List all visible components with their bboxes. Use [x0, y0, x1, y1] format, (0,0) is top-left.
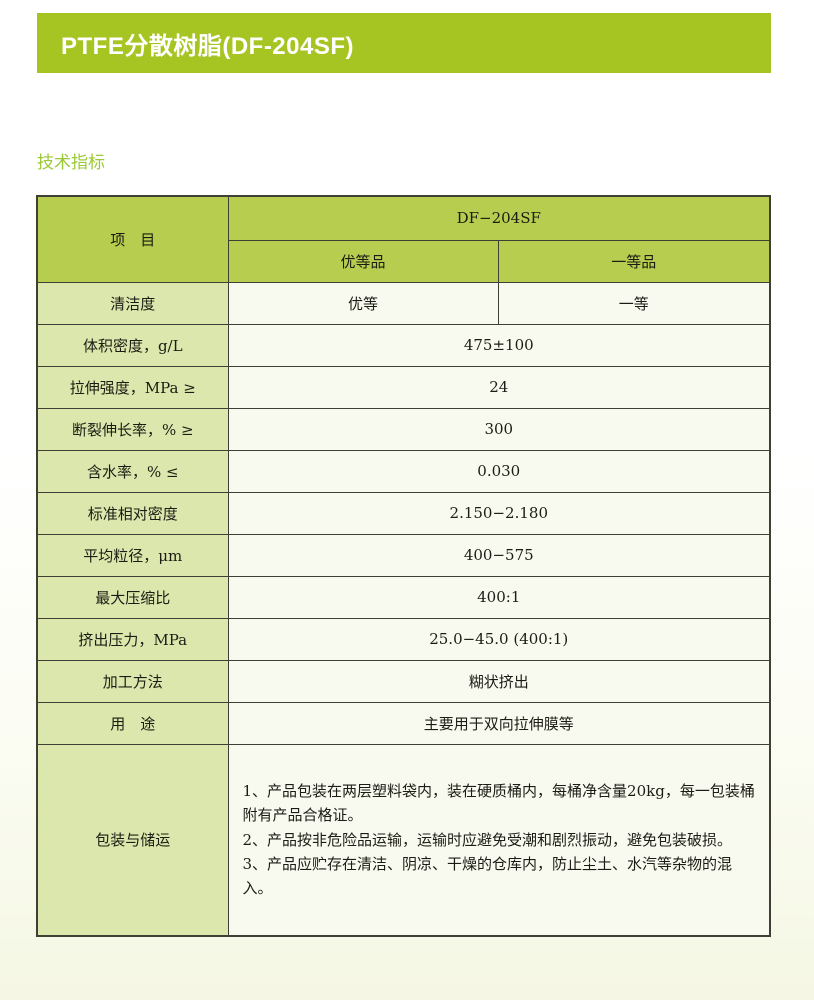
table-row-processing-method: 加工方法 糊状挤出 [36, 659, 771, 703]
table-row-max-compression-ratio: 最大压缩比 400:1 [36, 575, 771, 619]
table-row-extrusion-pressure: 挤出压力，MPa 25.0−45.0 (400:1) [36, 617, 771, 661]
spec-row-label: 清洁度 [36, 281, 229, 325]
spec-row-value: 2.150−2.180 [227, 491, 771, 535]
spec-row-value: 0.030 [227, 449, 771, 493]
spec-row-value-premium: 优等 [227, 281, 499, 325]
packing-line-3: 3、产品应贮存在清洁、阴凉、干燥的仓库内，防止尘土、水汽等杂物的混入。 [242, 854, 733, 898]
spec-row-label: 加工方法 [36, 659, 229, 703]
header-grade-premium: 优等品 [227, 239, 499, 283]
spec-row-value: 475±100 [227, 323, 771, 367]
packing-instructions: 1、产品包装在两层塑料袋内，装在硬质桶内，每桶净含量20kg，每一包装桶附有产品… [227, 743, 771, 937]
spec-row-label: 用 途 [36, 701, 229, 745]
header-product-name: DF−204SF [227, 195, 771, 241]
table-row-bulk-density: 体积密度，g/L 475±100 [36, 323, 771, 367]
spec-row-label: 挤出压力，MPa [36, 617, 229, 661]
header-item-column: 项 目 [36, 195, 229, 283]
spec-row-label: 含水率，% ≤ [36, 449, 229, 493]
table-row-usage: 用 途 主要用于双向拉伸膜等 [36, 701, 771, 745]
spec-row-label: 标准相对密度 [36, 491, 229, 535]
spec-row-label: 拉伸强度，MPa ≥ [36, 365, 229, 409]
table-row-average-particle-size: 平均粒径，μm 400−575 [36, 533, 771, 577]
spec-row-value: 糊状挤出 [227, 659, 771, 703]
spec-row-value: 400:1 [227, 575, 771, 619]
spec-row-label: 体积密度，g/L [36, 323, 229, 367]
spec-table: 项 目 DF−204SF 优等品 一等品 清洁度 优等 一等 体积密度，g/L … [36, 195, 772, 937]
spec-row-label: 包装与储运 [36, 743, 229, 937]
product-title-banner: PTFE分散树脂(DF-204SF) [37, 13, 771, 73]
spec-row-value: 24 [227, 365, 771, 409]
table-row-moisture: 含水率，% ≤ 0.030 [36, 449, 771, 493]
table-row-tensile-strength: 拉伸强度，MPa ≥ 24 [36, 365, 771, 409]
table-row-standard-relative-density: 标准相对密度 2.150−2.180 [36, 491, 771, 535]
table-row-elongation: 断裂伸长率，% ≥ 300 [36, 407, 771, 451]
header-grade-first: 一等品 [497, 239, 771, 283]
spec-row-label: 断裂伸长率，% ≥ [36, 407, 229, 451]
section-heading-technical-specs: 技术指标 [37, 153, 105, 172]
table-row-cleanliness: 清洁度 优等 一等 [36, 281, 771, 325]
spec-row-value: 400−575 [227, 533, 771, 577]
spec-row-value: 主要用于双向拉伸膜等 [227, 701, 771, 745]
page-title: PTFE分散树脂(DF-204SF) [61, 32, 355, 60]
spec-row-label: 最大压缩比 [36, 575, 229, 619]
spec-row-value: 25.0−45.0 (400:1) [227, 617, 771, 661]
spec-row-value-first: 一等 [497, 281, 771, 325]
spec-row-value: 300 [227, 407, 771, 451]
table-row-packing-storage: 包装与储运 1、产品包装在两层塑料袋内，装在硬质桶内，每桶净含量20kg，每一包… [36, 743, 771, 937]
spec-row-label: 平均粒径，μm [36, 533, 229, 577]
packing-line-1: 1、产品包装在两层塑料袋内，装在硬质桶内，每桶净含量20kg，每一包装桶附有产品… [242, 782, 755, 825]
packing-line-2: 2、产品按非危险品运输，运输时应避免受潮和剧烈振动，避免包装破损。 [242, 830, 733, 849]
